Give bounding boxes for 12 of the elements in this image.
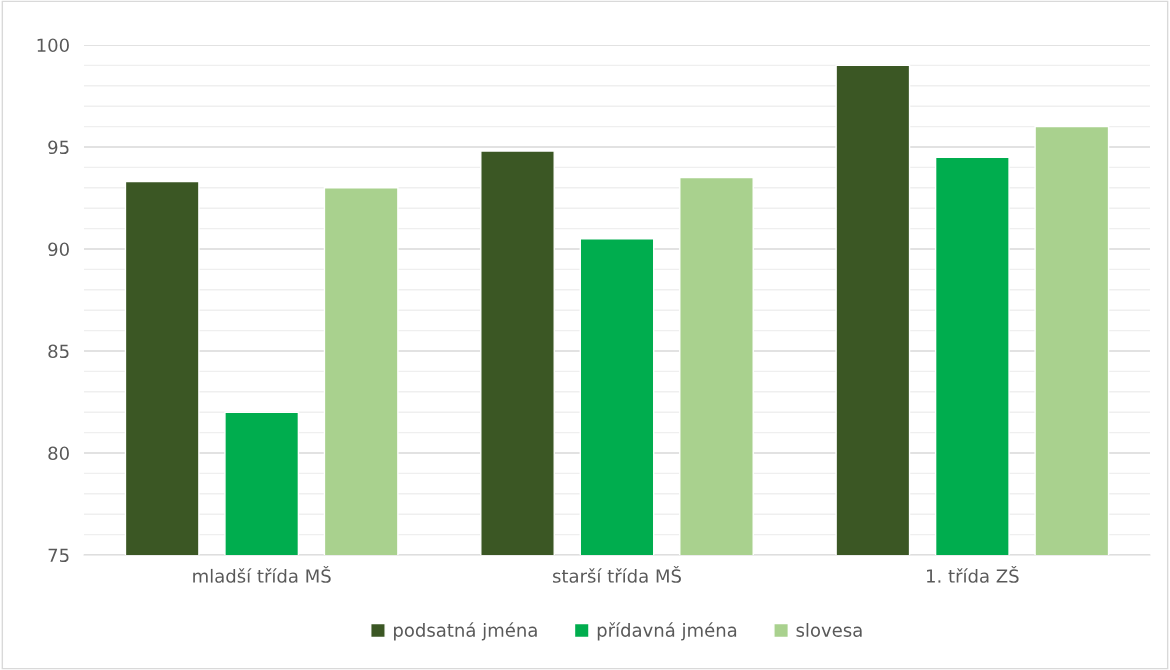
x-tick-label: mladší třída MŠ (193, 565, 331, 583)
x-tick-label: starší třída MŠ (553, 565, 681, 583)
legend-label: slovesa (796, 622, 862, 637)
legend-label: podsatná jména (394, 622, 537, 641)
y-tick-label: 75 (48, 548, 69, 563)
legend-label: přídavná jména (597, 622, 737, 641)
x-tick-label: 1. třída ZŠ (927, 565, 1019, 583)
y-tick-label: 80 (48, 446, 69, 461)
y-tick-label: 95 (48, 140, 69, 155)
y-tick-label: 90 (48, 242, 69, 257)
y-tick-label: 100 (37, 38, 69, 53)
y-tick-label: 85 (48, 344, 69, 359)
